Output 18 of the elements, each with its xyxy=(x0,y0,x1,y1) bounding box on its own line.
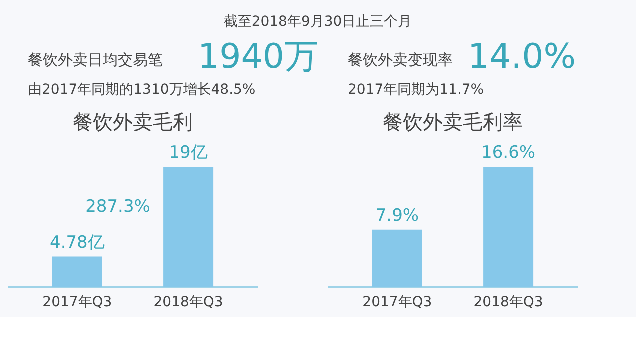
text: 14.0% xyxy=(468,37,576,77)
text: 餐饮外卖变现率 xyxy=(348,51,453,69)
data-label: 4.78亿 xyxy=(50,232,105,253)
x-tick-label: 2017年Q3 xyxy=(362,294,432,310)
text: 2017年同期为11.7% xyxy=(348,82,484,98)
data-label: 16.6% xyxy=(482,143,536,163)
x-tick-label: 2018年Q3 xyxy=(474,294,544,310)
x-tick-label: 2018年Q3 xyxy=(154,294,224,310)
x-tick-label: 2017年Q3 xyxy=(42,294,112,310)
text: 由2017年同期的1310万增长48.5% xyxy=(28,82,256,98)
chart-title: 餐饮外卖毛利 xyxy=(73,110,193,134)
data-label: 7.9% xyxy=(376,206,420,226)
text: 餐饮外卖日均交易笔 xyxy=(28,51,163,69)
text: 1940万 xyxy=(198,37,319,77)
text: 截至2018年9月30日止三个月 xyxy=(224,14,412,30)
chart-title: 餐饮外卖毛利率 xyxy=(383,110,523,134)
annotation: 287.3% xyxy=(86,197,150,217)
data-label: 19亿 xyxy=(169,143,208,163)
